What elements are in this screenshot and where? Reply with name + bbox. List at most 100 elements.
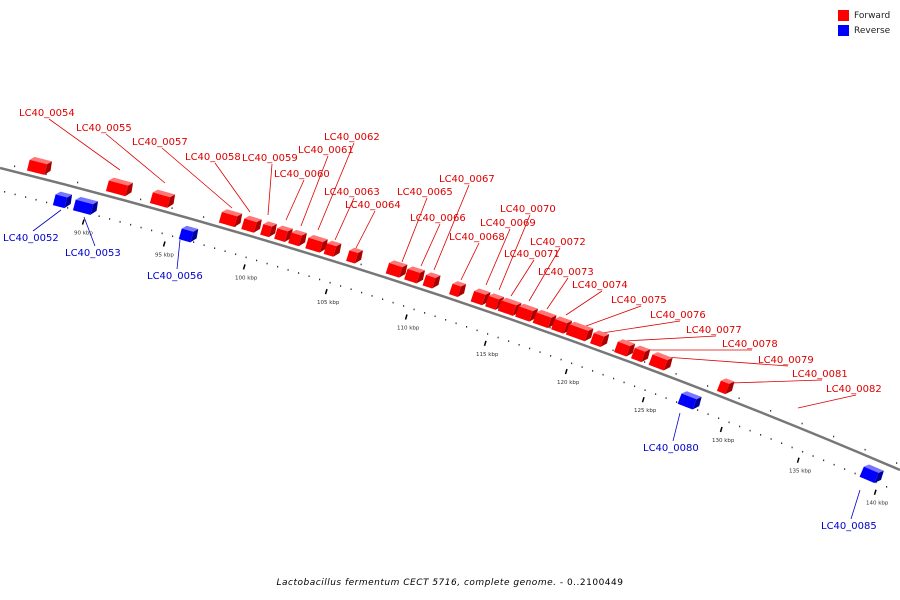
- scale-tick: [796, 457, 800, 463]
- leader-lc40_0076: [601, 320, 681, 334]
- gene-arrow-lc40_0059[interactable]: [241, 215, 263, 234]
- gene-arrow-lc40_0065[interactable]: [346, 247, 364, 266]
- scale-tick: [564, 368, 568, 375]
- leader-lc40_0082: [797, 394, 857, 409]
- gene-arrow-lc40_0071[interactable]: [485, 292, 505, 311]
- gene-arrow-lc40_0079[interactable]: [630, 344, 651, 364]
- ruler-dot: [287, 269, 289, 271]
- leader-lc40_0080: [672, 412, 681, 442]
- gene-label-lc40_0077: LC40_0077: [686, 325, 742, 336]
- gene-label-lc40_0054: LC40_0054: [19, 108, 75, 119]
- ruler-dot: [308, 275, 310, 278]
- gene-label-lc40_0058: LC40_0058: [185, 152, 241, 163]
- leader-lc40_0064: [354, 210, 376, 251]
- gene-arrow-lc40_0077[interactable]: [590, 329, 610, 349]
- leader-lc40_0057: [161, 147, 233, 209]
- ruler-dot: [319, 278, 321, 281]
- gene-arrow-lc40_0080[interactable]: [677, 390, 703, 412]
- legend-forward: Forward: [838, 8, 898, 23]
- gene-arrow-lc40_0068[interactable]: [422, 271, 442, 290]
- gene-label-lc40_0056: LC40_0056: [147, 271, 203, 282]
- gene-arrow-lc40_0078[interactable]: [614, 338, 636, 358]
- ruler-dot: [875, 481, 877, 484]
- ruler-dot: [529, 347, 531, 350]
- leader-lc40_0060: [285, 179, 305, 221]
- gene-arrow-lc40_0057[interactable]: [149, 189, 176, 210]
- ruler-dot: [518, 343, 520, 346]
- ruler-dot: [14, 193, 16, 196]
- ruler-dot: [581, 366, 583, 368]
- gene-arrow-lc40_0056[interactable]: [178, 225, 199, 244]
- leader-lc40_0067: [433, 184, 470, 271]
- gene-arrow-lc40_0063[interactable]: [305, 234, 329, 254]
- ruler-dot: [340, 285, 342, 287]
- gene-label-lc40_0060: LC40_0060: [274, 169, 330, 180]
- scale-tick: [483, 340, 487, 347]
- gene-arrow-lc40_0073[interactable]: [515, 302, 539, 323]
- legend-forward-label: Forward: [854, 10, 891, 21]
- gene-label-lc40_0071: LC40_0071: [504, 249, 560, 260]
- leader-lc40_0073: [546, 277, 569, 310]
- ruler-dot: [4, 190, 6, 193]
- scale-tick: [81, 219, 85, 225]
- track-dot: [833, 435, 835, 438]
- ruler-dot: [823, 459, 825, 462]
- ruler-dot: [739, 425, 741, 428]
- track-dot: [203, 216, 205, 218]
- gene-label-lc40_0061: LC40_0061: [298, 145, 354, 156]
- gene-label-lc40_0057: LC40_0057: [132, 137, 188, 148]
- leader-lc40_0070: [498, 214, 531, 291]
- ruler-dot: [812, 455, 814, 457]
- ruler-dot: [854, 472, 856, 475]
- gene-arrow-lc40_0085[interactable]: [859, 463, 885, 485]
- gene-arrow-lc40_0060[interactable]: [260, 220, 278, 238]
- ruler-dot: [130, 223, 132, 226]
- gene-arrow-lc40_0055[interactable]: [105, 177, 134, 198]
- scale-label: 115 kbp: [476, 352, 499, 358]
- scale-label: 90 kbp: [74, 231, 93, 237]
- gene-arrow-lc40_0067[interactable]: [404, 265, 426, 285]
- gene-arrow-lc40_0066[interactable]: [385, 259, 409, 279]
- gene-arrow-lc40_0062[interactable]: [288, 229, 308, 248]
- scale-label: 95 kbp: [155, 253, 174, 259]
- gene-label-lc40_0068: LC40_0068: [449, 232, 505, 243]
- gene-label-lc40_0081: LC40_0081: [792, 369, 848, 380]
- gene-arrow-lc40_0064[interactable]: [323, 240, 343, 259]
- scale-tick: [324, 288, 328, 295]
- gene-arrow-lc40_0054[interactable]: [26, 156, 53, 176]
- ruler-dot: [25, 196, 27, 198]
- ruler-dot: [833, 463, 835, 466]
- track-dot: [896, 462, 898, 464]
- gene-label-lc40_0052: LC40_0052: [3, 233, 59, 244]
- gene-arrow-lc40_0082[interactable]: [716, 377, 735, 396]
- track-dot: [644, 361, 646, 363]
- gene-arrow-lc40_0061[interactable]: [274, 224, 294, 243]
- ruler-dot: [256, 259, 258, 262]
- gene-arrow-lc40_0081[interactable]: [648, 351, 674, 372]
- track-dot: [14, 165, 16, 168]
- gene-arrow-lc40_0070[interactable]: [470, 287, 492, 307]
- ruler-dot: [697, 409, 699, 411]
- legend-reverse: Reverse: [838, 23, 898, 38]
- ruler-dot: [655, 393, 657, 395]
- gene-arrow-lc40_0058[interactable]: [218, 208, 243, 228]
- leader-lc40_0054: [48, 118, 121, 171]
- ruler-dot: [613, 377, 615, 380]
- ruler-dot: [361, 291, 363, 294]
- gene-arrow-lc40_0069[interactable]: [449, 280, 467, 299]
- leader-lc40_0075: [585, 305, 642, 327]
- gene-arrows: [26, 156, 885, 485]
- gene-arrow-lc40_0076[interactable]: [565, 320, 595, 343]
- label-leaders: [32, 118, 861, 520]
- leader-lc40_0059: [267, 163, 273, 216]
- legend: Forward Reverse: [838, 8, 898, 38]
- ruler-dot: [571, 362, 573, 365]
- genome-caption: Lactobacillus fermentum CECT 5716, compl…: [0, 578, 900, 588]
- gene-arrow-lc40_0074[interactable]: [532, 309, 558, 330]
- gene-arrow-lc40_0052[interactable]: [52, 191, 73, 210]
- ruler-dot: [592, 370, 594, 372]
- gene-arrow-lc40_0053[interactable]: [72, 196, 99, 216]
- leader-lc40_0053: [83, 216, 96, 247]
- ruler-dot: [151, 229, 153, 232]
